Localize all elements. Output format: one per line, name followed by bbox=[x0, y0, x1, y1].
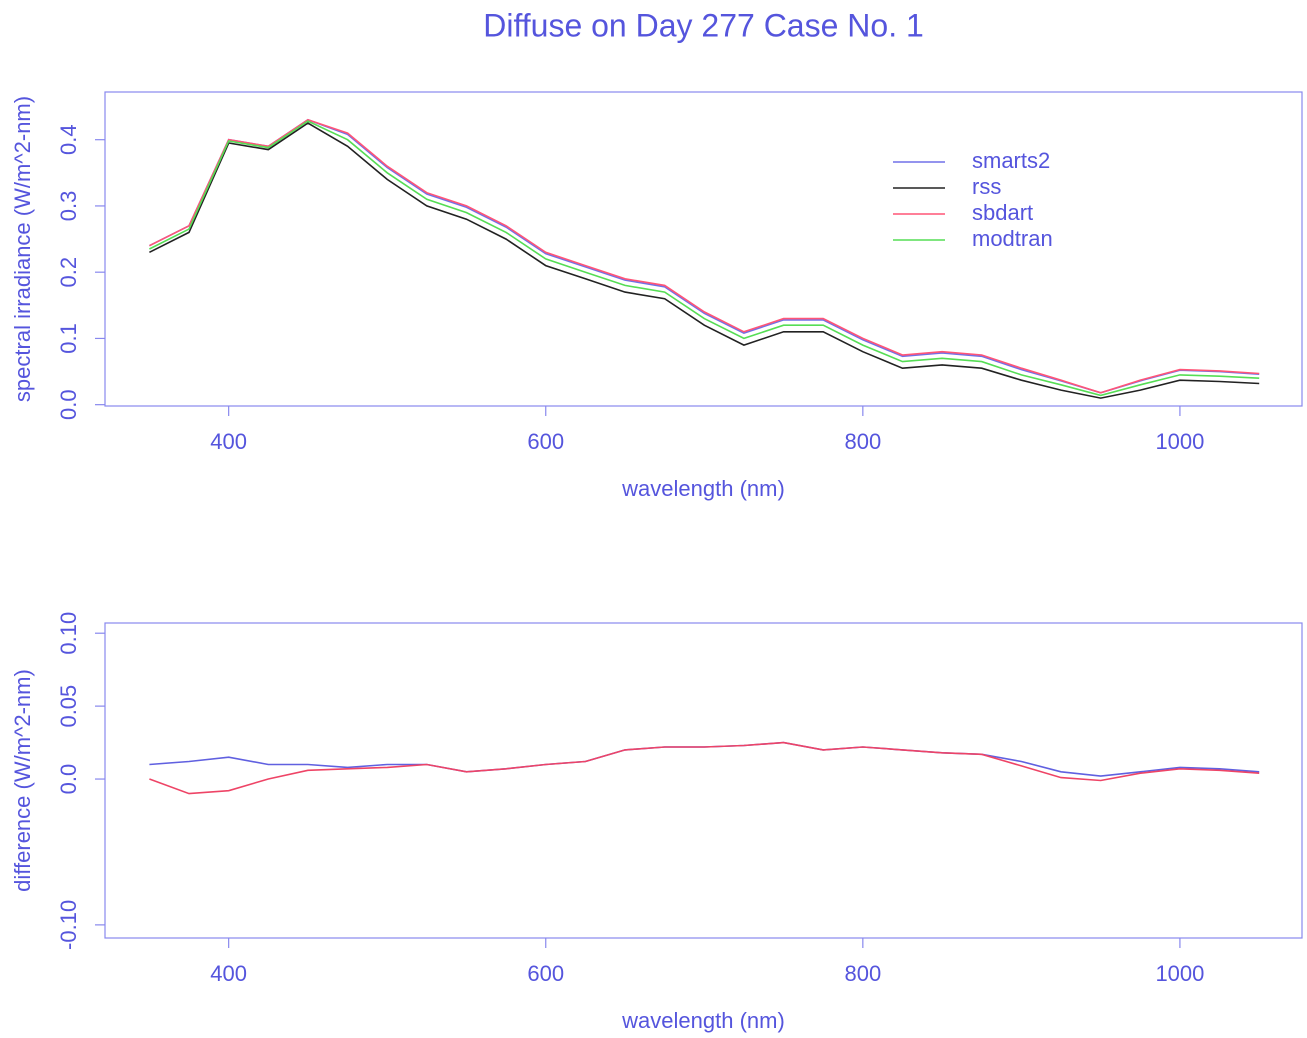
x-tick-label: 600 bbox=[527, 961, 564, 986]
chart-title: Diffuse on Day 277 Case No. 1 bbox=[483, 7, 924, 43]
x-tick-label: 600 bbox=[527, 429, 564, 454]
legend-label: sbdart bbox=[972, 200, 1033, 225]
x-axis-label: wavelength (nm) bbox=[621, 1008, 785, 1033]
y-tick-label: 0.10 bbox=[56, 612, 81, 655]
plot-frame bbox=[104, 91, 1303, 407]
y-tick-label: 0.05 bbox=[56, 685, 81, 728]
legend-label: smarts2 bbox=[972, 148, 1050, 173]
y-tick-label: 0.2 bbox=[56, 257, 81, 288]
y-tick-label: 0.1 bbox=[56, 323, 81, 354]
series-line bbox=[149, 120, 1260, 397]
plot-frame bbox=[104, 622, 1303, 939]
x-axis-label: wavelength (nm) bbox=[621, 476, 785, 501]
y-axis-label: difference (W/m^2-nm) bbox=[10, 669, 35, 892]
series-line bbox=[149, 122, 1260, 399]
y-tick-label: 0.4 bbox=[56, 124, 81, 155]
series-line bbox=[149, 741, 1260, 795]
x-tick-label: 800 bbox=[844, 961, 881, 986]
legend-label: rss bbox=[972, 174, 1001, 199]
y-tick-label: 0.0 bbox=[56, 764, 81, 795]
y-tick-label: -0.10 bbox=[56, 900, 81, 950]
series-line bbox=[149, 118, 1260, 394]
x-tick-label: 800 bbox=[844, 429, 881, 454]
x-tick-label: 1000 bbox=[1155, 429, 1204, 454]
y-axis-label: spectral irradiance (W/m^2-nm) bbox=[10, 96, 35, 402]
x-tick-label: 400 bbox=[210, 429, 247, 454]
series-line bbox=[149, 118, 1260, 394]
legend-label: modtran bbox=[972, 226, 1053, 251]
y-tick-label: 0.3 bbox=[56, 191, 81, 222]
x-tick-label: 1000 bbox=[1155, 961, 1204, 986]
x-tick-label: 400 bbox=[210, 961, 247, 986]
y-tick-label: 0.0 bbox=[56, 389, 81, 420]
